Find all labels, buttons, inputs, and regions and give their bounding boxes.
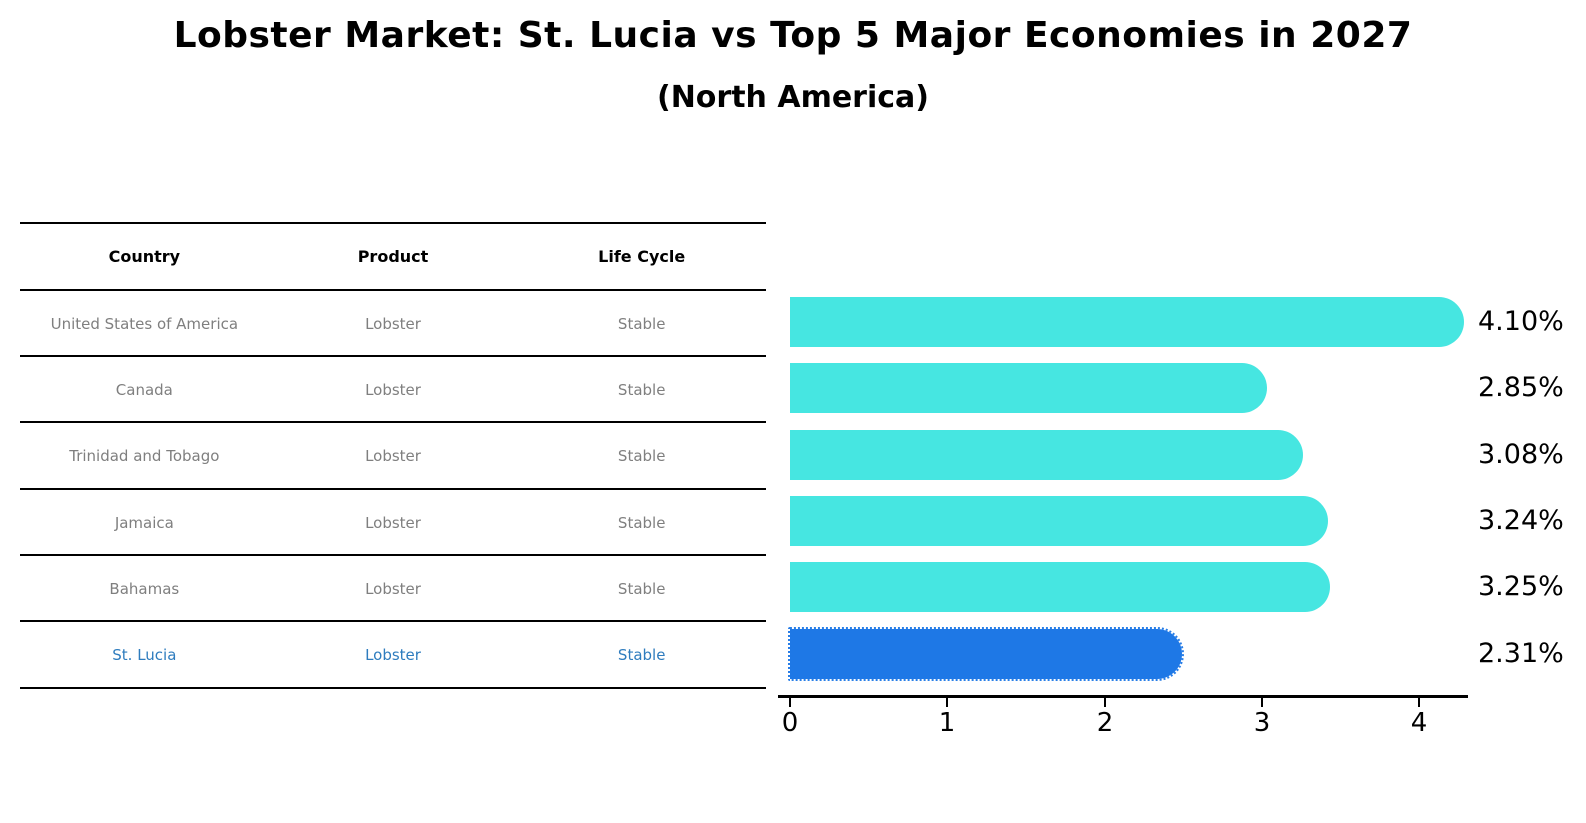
x-axis-tick bbox=[1104, 698, 1106, 707]
table-cell-lifecycle: Stable bbox=[617, 381, 666, 399]
table-row: Bahamas Lobster Stable bbox=[20, 556, 766, 622]
table-cell-country: Trinidad and Tobago bbox=[69, 447, 220, 465]
x-axis-tick bbox=[1261, 698, 1263, 707]
bar bbox=[788, 627, 1184, 681]
bar bbox=[790, 562, 1330, 612]
table-rule bbox=[20, 554, 766, 556]
bar bbox=[790, 363, 1267, 413]
table-cell-lifecycle: Stable bbox=[617, 646, 666, 664]
table-header-row: Country Product Life Cycle bbox=[20, 223, 766, 289]
chart-title: Lobster Market: St. Lucia vs Top 5 Major… bbox=[173, 15, 1413, 56]
table-cell-lifecycle: Stable bbox=[617, 447, 666, 465]
table-row: Jamaica Lobster Stable bbox=[20, 490, 766, 556]
table-rule bbox=[20, 222, 766, 224]
bar-value-label: 3.25% bbox=[1478, 571, 1564, 602]
table-row: United States of America Lobster Stable bbox=[20, 291, 766, 357]
table-row: St. Lucia Lobster Stable bbox=[20, 622, 766, 688]
x-axis-line bbox=[778, 695, 1468, 698]
column-header-lifecycle: Life Cycle bbox=[598, 246, 686, 266]
table-rule bbox=[20, 289, 766, 291]
bar bbox=[790, 496, 1328, 546]
table-cell-country: United States of America bbox=[50, 315, 239, 333]
x-axis-tick-label: 1 bbox=[938, 708, 956, 738]
table-cell-lifecycle: Stable bbox=[617, 580, 666, 598]
x-axis-tick bbox=[946, 698, 948, 707]
x-axis-tick-label: 4 bbox=[1410, 708, 1428, 738]
bar-value-label: 2.31% bbox=[1478, 638, 1564, 669]
table-cell-product: Lobster bbox=[365, 580, 421, 598]
x-axis-tick-label: 2 bbox=[1096, 708, 1114, 738]
bar-value-label: 3.08% bbox=[1478, 439, 1564, 470]
table-cell-country: Bahamas bbox=[109, 580, 180, 598]
x-axis-tick bbox=[789, 698, 791, 707]
x-axis-tick bbox=[1418, 698, 1420, 707]
table-cell-product: Lobster bbox=[365, 514, 421, 532]
table-cell-country: Canada bbox=[115, 381, 173, 399]
column-header-product: Product bbox=[357, 246, 429, 266]
chart-subtitle: (North America) bbox=[656, 80, 929, 115]
bar bbox=[790, 297, 1464, 347]
table-cell-lifecycle: Stable bbox=[617, 514, 666, 532]
x-axis-tick-label: 3 bbox=[1253, 708, 1271, 738]
table-row: Trinidad and Tobago Lobster Stable bbox=[20, 423, 766, 489]
table-rule bbox=[20, 421, 766, 423]
table-cell-product: Lobster bbox=[365, 315, 421, 333]
table-cell-lifecycle: Stable bbox=[617, 315, 666, 333]
table-rule bbox=[20, 488, 766, 490]
table-cell-product: Lobster bbox=[365, 646, 421, 664]
table-rule bbox=[20, 687, 766, 689]
table-rule bbox=[20, 620, 766, 622]
table-cell-country: Jamaica bbox=[114, 514, 174, 532]
table-row: Canada Lobster Stable bbox=[20, 357, 766, 423]
table-cell-product: Lobster bbox=[365, 381, 421, 399]
column-header-country: Country bbox=[108, 246, 181, 266]
bar-value-label: 3.24% bbox=[1478, 505, 1564, 536]
bar bbox=[790, 430, 1303, 480]
bar-value-label: 4.10% bbox=[1478, 306, 1564, 337]
bar-value-label: 2.85% bbox=[1478, 372, 1564, 403]
x-axis-tick-label: 0 bbox=[781, 708, 799, 738]
table-rule bbox=[20, 355, 766, 357]
table-cell-country: St. Lucia bbox=[112, 646, 177, 664]
table-cell-product: Lobster bbox=[365, 447, 421, 465]
